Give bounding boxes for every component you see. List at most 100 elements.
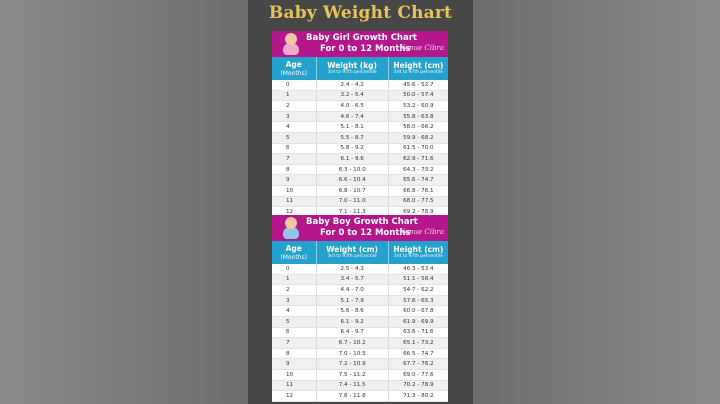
- height-cell: 62.9 - 71.6: [403, 155, 434, 162]
- height-cell: 51.1 - 58.4: [403, 276, 434, 283]
- table-row: 3 4.6 - 7.4 55.8 - 63.8: [272, 111, 448, 123]
- table-row: 6 5.8 - 9.2 61.5 - 70.0: [272, 143, 448, 155]
- table-row: 9 7.2 - 10.9 67.7 - 76.2: [272, 359, 448, 370]
- height-cell: 45.6 - 52.7: [403, 81, 434, 88]
- boy-chart-title: Baby Boy Growth Chart: [306, 217, 418, 227]
- age-cell: 3: [286, 113, 290, 120]
- table-row: 2 4.0 - 6.5 53.2 - 60.9: [272, 101, 448, 112]
- height-cell: 69.0 - 77.6: [403, 371, 434, 378]
- table-row: 12 7.8 - 11.8 71.3 - 80.2: [272, 391, 448, 402]
- age-column-header: Age (Months): [272, 241, 317, 264]
- weight-cell: 6.1 - 9.2: [315, 316, 389, 327]
- height-cell: 54.7 - 62.2: [403, 286, 434, 293]
- age-cell: 6: [286, 329, 290, 336]
- girl-chart-banner: Baby Girl Growth Chart For 0 to 12 Month…: [272, 31, 448, 57]
- age-cell: 9: [286, 177, 290, 184]
- age-cell: 1: [286, 92, 290, 99]
- boy-table-body: 0 2.5 - 4.3 46.3 - 53.4 1 3.4 - 5.7 51.1 - 58…: [272, 264, 448, 402]
- table-row: 4 5.1 - 8.1 58.0 - 66.2: [272, 122, 448, 133]
- brand-logo: Kenue Cibra: [399, 44, 444, 52]
- age-cell: 8: [286, 350, 290, 357]
- girl-chart-title: Baby Girl Growth Chart: [306, 33, 417, 43]
- table-row: 5 6.1 - 9.2 61.9 - 69.9: [272, 316, 448, 328]
- age-cell: 11: [286, 198, 294, 205]
- age-cell: 6: [286, 145, 290, 152]
- weight-column-header: Weight (kg) 3rd to 97th percentile: [317, 57, 389, 80]
- brand-logo: Kenue Cibra: [399, 228, 444, 236]
- height-cell: 63.6 - 71.6: [403, 329, 434, 336]
- height-cell: 59.9 - 68.2: [403, 134, 434, 141]
- height-cell: 50.0 - 57.4: [403, 92, 434, 99]
- weight-cell: 5.1 - 7.9: [315, 295, 389, 306]
- boy-chart-subtitle: For 0 to 12 Months: [320, 228, 411, 238]
- age-cell: 1: [286, 276, 290, 283]
- table-row: 9 6.6 - 10.4 65.6 - 74.7: [272, 175, 448, 186]
- girl-chart-subtitle: For 0 to 12 Months: [320, 44, 411, 54]
- weight-cell: 7.0 - 11.0: [315, 196, 389, 207]
- weight-cell: 7.0 - 10.5: [315, 348, 389, 359]
- weight-cell: 2.4 - 4.2: [315, 80, 389, 90]
- height-column-header: Height (cm) 3rd to 97th percentile: [393, 245, 444, 259]
- table-row: 1 3.4 - 5.7 51.1 - 58.4: [272, 274, 448, 286]
- girl-growth-chart: Baby Girl Growth Chart For 0 to 12 Month…: [272, 31, 448, 218]
- boy-chart-banner: Baby Boy Growth Chart For 0 to 12 Months…: [272, 215, 448, 241]
- height-cell: 61.9 - 69.9: [403, 318, 434, 325]
- weight-cell: 4.6 - 7.4: [315, 111, 389, 122]
- table-header: Age (Months) Weight (kg) 3rd to 97th perce…: [272, 57, 448, 80]
- weight-cell: 7.1 - 11.3: [315, 207, 389, 217]
- weight-cell: 5.1 - 8.1: [315, 122, 389, 132]
- age-cell: 8: [286, 166, 290, 173]
- table-row: 3 5.1 - 7.9 57.6 - 65.3: [272, 295, 448, 307]
- height-cell: 70.2 - 78.9: [403, 382, 434, 389]
- height-cell: 69.2 - 78.9: [403, 208, 434, 215]
- weight-cell: 6.7 - 10.2: [315, 338, 389, 348]
- table-row: 11 7.4 - 11.5 70.2 - 78.9: [272, 380, 448, 392]
- weight-cell: 3.4 - 5.7: [315, 274, 389, 285]
- table-row: 7 6.7 - 10.2 65.1 - 73.2: [272, 338, 448, 349]
- height-cell: 68.0 - 77.5: [403, 198, 434, 205]
- table-row: 6 6.4 - 9.7 63.6 - 71.6: [272, 327, 448, 339]
- weight-cell: 4.4 - 7.0: [315, 285, 389, 295]
- baby-girl-icon: [282, 33, 300, 55]
- weight-cell: 6.8 - 10.7: [315, 185, 389, 196]
- height-cell: 58.0 - 66.2: [403, 124, 434, 131]
- age-cell: 0: [286, 265, 290, 272]
- table-row: 10 7.5 - 11.2 69.0 - 77.6: [272, 369, 448, 381]
- boy-growth-chart: Baby Boy Growth Chart For 0 to 12 Months…: [272, 215, 448, 402]
- age-cell: 9: [286, 361, 290, 368]
- age-cell: 2: [286, 286, 290, 293]
- table-row: 0 2.5 - 4.3 46.3 - 53.4: [272, 264, 448, 275]
- age-cell: 4: [286, 124, 290, 131]
- age-cell: 7: [286, 339, 290, 346]
- age-column-header: Age (Months): [272, 57, 317, 80]
- age-cell: 4: [286, 308, 290, 315]
- table-row: 4 5.6 - 8.6 60.0 - 67.8: [272, 306, 448, 317]
- age-cell: 10: [286, 371, 294, 378]
- weight-cell: 3.2 - 5.4: [315, 90, 389, 101]
- height-cell: 65.6 - 74.7: [403, 177, 434, 184]
- table-row: 10 6.8 - 10.7 66.8 - 76.1: [272, 185, 448, 197]
- age-cell: 5: [286, 318, 290, 325]
- height-column-header: Height (cm) 3rd to 97th percentile: [393, 61, 444, 75]
- height-cell: 55.8 - 63.8: [403, 113, 434, 120]
- height-cell: 60.0 - 67.8: [403, 308, 434, 315]
- weight-cell: 2.5 - 4.3: [315, 264, 389, 274]
- weight-cell: 7.2 - 10.9: [315, 359, 389, 369]
- age-cell: 0: [286, 81, 290, 88]
- weight-cell: 4.0 - 6.5: [315, 101, 389, 111]
- weight-cell: 6.3 - 10.0: [315, 164, 389, 175]
- age-cell: 2: [286, 102, 290, 109]
- weight-cell: 6.4 - 9.7: [315, 327, 389, 338]
- table-row: 8 6.3 - 10.0 64.3 - 73.2: [272, 164, 448, 176]
- girl-table-body: 0 2.4 - 4.2 45.6 - 52.7 1 3.2 - 5.4 50.0 - 57…: [272, 80, 448, 218]
- table-row: 7 6.1 - 9.6 62.9 - 71.6: [272, 154, 448, 165]
- weight-cell: 5.8 - 9.2: [315, 143, 389, 154]
- height-cell: 61.5 - 70.0: [403, 145, 434, 152]
- table-header: Age (Months) Weight (cm) 3rd to 97th perce…: [272, 241, 448, 264]
- weight-cell: 5.5 - 8.7: [315, 132, 389, 143]
- page-title: Baby Weight Chart: [268, 3, 453, 23]
- table-row: 0 2.4 - 4.2 45.6 - 52.7: [272, 80, 448, 91]
- height-cell: 64.3 - 73.2: [403, 166, 434, 173]
- weight-cell: 6.6 - 10.4: [315, 175, 389, 185]
- height-cell: 57.6 - 65.3: [403, 297, 434, 304]
